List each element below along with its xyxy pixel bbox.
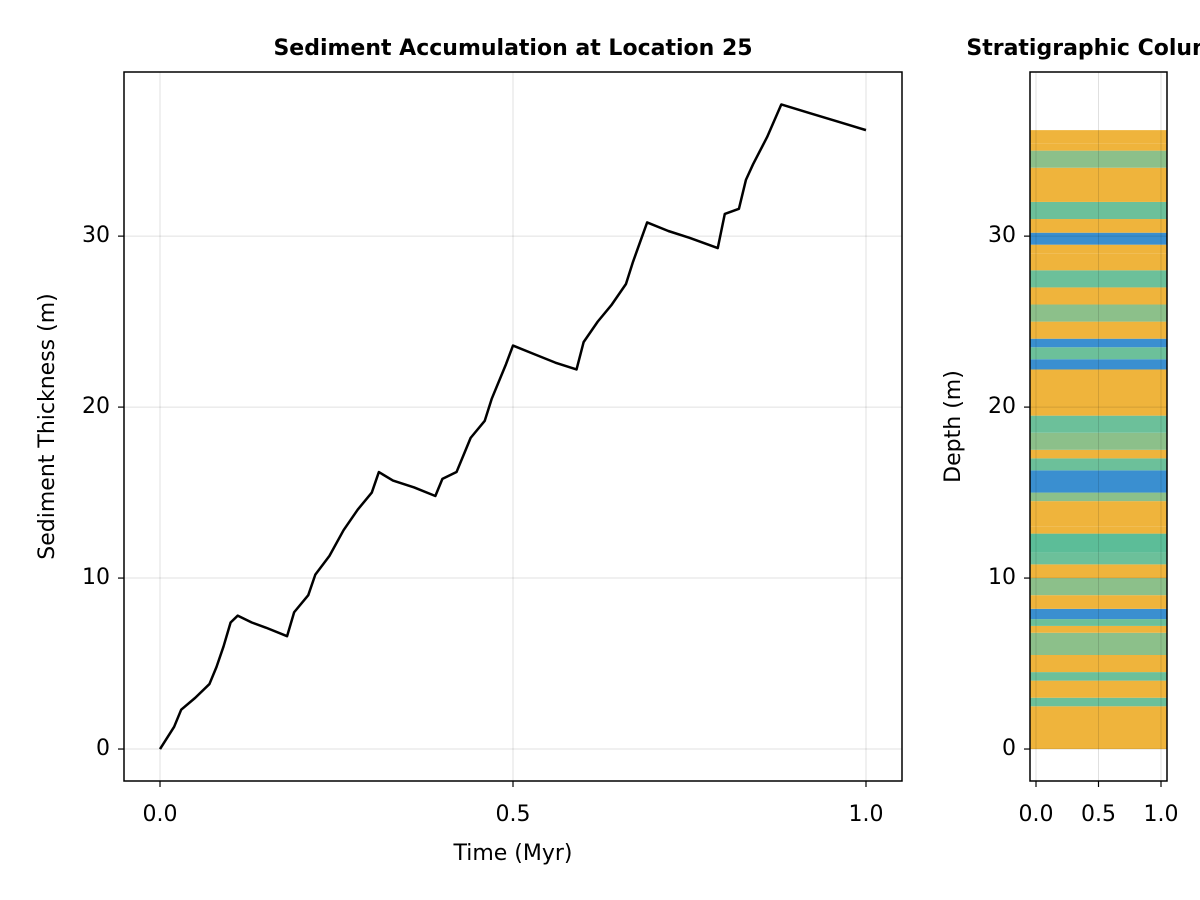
layer xyxy=(1030,270,1167,288)
x-tick-label: 0.0 xyxy=(1019,802,1054,827)
layer xyxy=(1030,458,1167,471)
panel: Sediment Accumulation at Location 25 0.0 0… xyxy=(35,36,903,866)
layer xyxy=(1030,470,1167,493)
y-tick-label: 0 xyxy=(96,736,110,761)
y-tick-label: 0 xyxy=(1002,736,1016,761)
x-tick-label: 1.0 xyxy=(1144,802,1179,827)
layer xyxy=(1030,672,1167,681)
layer xyxy=(1030,680,1167,698)
plot-frame xyxy=(1029,71,1168,782)
y-tick-label: 10 xyxy=(988,565,1016,590)
layer xyxy=(1030,143,1167,151)
layer xyxy=(1030,619,1167,626)
layer xyxy=(1030,347,1167,360)
layer xyxy=(1030,287,1167,305)
y-tick-label: 30 xyxy=(82,223,110,248)
y-tick-label: 20 xyxy=(988,394,1016,419)
layer xyxy=(1030,706,1167,750)
layer xyxy=(1030,338,1167,348)
layer xyxy=(1030,415,1167,433)
layer xyxy=(1030,304,1167,322)
x-tick-label: 0.5 xyxy=(1081,802,1116,827)
layer xyxy=(1030,244,1167,254)
layer xyxy=(1030,564,1167,579)
layer xyxy=(1030,130,1167,144)
layer xyxy=(1030,167,1167,202)
layer xyxy=(1030,432,1167,450)
y-tick-label: 30 xyxy=(988,223,1016,248)
layer xyxy=(1030,632,1167,655)
layer xyxy=(1030,201,1167,220)
x-tick-label: 0.0 xyxy=(143,802,178,827)
layer xyxy=(1030,253,1167,271)
layer xyxy=(1030,359,1167,370)
layer xyxy=(1030,533,1167,553)
plot-frame xyxy=(123,71,903,782)
x-axis-label: Time (Myr) xyxy=(452,841,572,866)
layer xyxy=(1030,625,1167,633)
layer xyxy=(1030,578,1167,596)
layer xyxy=(1030,232,1167,245)
chart-title: Stratigraphic Column xyxy=(966,36,1200,61)
chart-title: Sediment Accumulation at Location 25 xyxy=(273,36,752,61)
y-axis-label: Sediment Thickness (m) xyxy=(35,293,60,559)
layer xyxy=(1030,219,1167,233)
x-tick-label: 0.5 xyxy=(496,802,531,827)
layer xyxy=(1030,654,1167,673)
layer xyxy=(1030,608,1167,620)
layer xyxy=(1030,595,1167,609)
layer xyxy=(1030,321,1167,339)
layer xyxy=(1030,389,1167,416)
layer xyxy=(1030,492,1167,502)
x-tick-label: 1.0 xyxy=(848,802,883,827)
layer xyxy=(1030,369,1167,390)
layer xyxy=(1030,526,1167,534)
layer xyxy=(1030,501,1167,527)
layer xyxy=(1030,552,1167,565)
line-series xyxy=(158,103,867,750)
plot-area xyxy=(1030,130,1167,750)
y-tick-label: 20 xyxy=(82,394,110,419)
y-tick-label: 10 xyxy=(82,565,110,590)
panel: Stratigraphic Column 0.0 0.5 1.0 0 10 20 30 Dept… xyxy=(941,36,1200,827)
layer xyxy=(1030,150,1167,168)
plot-area xyxy=(158,103,867,750)
y-axis-label: Depth (m) xyxy=(941,370,966,483)
layer xyxy=(1030,697,1167,707)
layer xyxy=(1030,449,1167,459)
